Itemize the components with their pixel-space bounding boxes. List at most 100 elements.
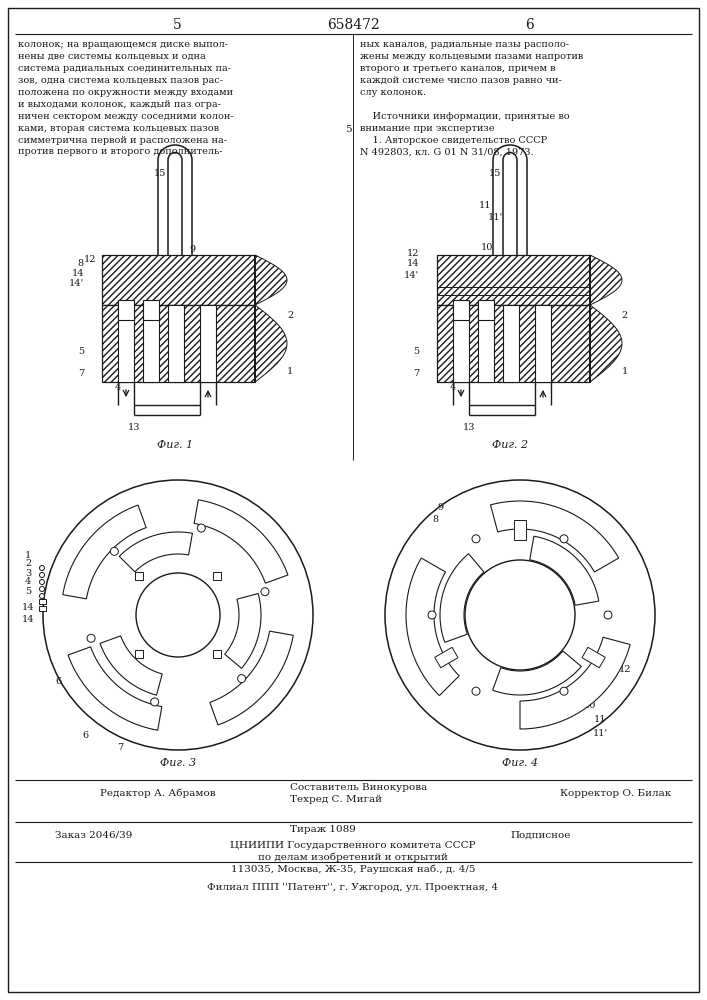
Polygon shape bbox=[590, 305, 622, 382]
Text: 14: 14 bbox=[22, 614, 34, 624]
Text: колонок; на вращающемся диске выпол-
нены две системы кольцевых и одна
система р: колонок; на вращающемся диске выпол- нен… bbox=[18, 40, 233, 156]
Polygon shape bbox=[100, 636, 162, 695]
Text: 14: 14 bbox=[407, 258, 419, 267]
Text: 9: 9 bbox=[189, 245, 195, 254]
Circle shape bbox=[110, 547, 118, 555]
Bar bbox=[135, 572, 143, 580]
Polygon shape bbox=[102, 305, 255, 382]
Text: 11: 11 bbox=[594, 716, 606, 724]
Text: Фиг. 1: Фиг. 1 bbox=[157, 440, 193, 450]
Circle shape bbox=[40, 566, 45, 570]
Text: 12: 12 bbox=[407, 248, 419, 257]
Polygon shape bbox=[225, 594, 261, 668]
Text: Составитель Винокурова: Составитель Винокурова bbox=[290, 782, 427, 792]
Text: по делам изобретений и открытий: по делам изобретений и открытий bbox=[258, 852, 448, 862]
Polygon shape bbox=[68, 647, 162, 730]
Text: 6: 6 bbox=[55, 678, 61, 686]
Text: 15: 15 bbox=[489, 168, 501, 178]
Polygon shape bbox=[255, 255, 287, 305]
Bar bbox=[478, 300, 494, 320]
Bar bbox=[535, 305, 551, 382]
Text: 14': 14' bbox=[404, 270, 419, 279]
Polygon shape bbox=[102, 255, 255, 305]
Circle shape bbox=[40, 593, 45, 598]
Polygon shape bbox=[437, 255, 590, 305]
Polygon shape bbox=[514, 520, 526, 540]
Text: 7: 7 bbox=[117, 742, 123, 752]
Text: 1: 1 bbox=[25, 550, 31, 560]
Text: Подписное: Подписное bbox=[510, 830, 571, 840]
Bar bbox=[478, 305, 494, 382]
Text: 8: 8 bbox=[432, 516, 438, 524]
Bar bbox=[213, 650, 221, 658]
Circle shape bbox=[40, 572, 45, 578]
Text: 3: 3 bbox=[462, 372, 468, 381]
Text: 3: 3 bbox=[127, 372, 133, 381]
Polygon shape bbox=[530, 536, 599, 605]
Text: 5: 5 bbox=[173, 18, 182, 32]
Circle shape bbox=[385, 480, 655, 750]
Text: 10: 10 bbox=[584, 700, 596, 710]
Circle shape bbox=[43, 480, 313, 750]
Bar bbox=[118, 300, 134, 320]
Bar bbox=[39, 606, 46, 611]
Circle shape bbox=[560, 687, 568, 695]
Text: Фиг. 3: Фиг. 3 bbox=[160, 758, 196, 768]
Text: 15: 15 bbox=[154, 168, 166, 178]
Text: 10: 10 bbox=[481, 242, 493, 251]
Bar bbox=[143, 300, 159, 320]
Text: 13: 13 bbox=[463, 422, 475, 432]
Text: 1: 1 bbox=[622, 367, 628, 376]
Text: 14: 14 bbox=[22, 603, 34, 612]
Text: 3: 3 bbox=[25, 568, 31, 578]
Text: Тираж 1089: Тираж 1089 bbox=[290, 826, 356, 834]
Text: 4: 4 bbox=[115, 382, 121, 391]
Text: 2: 2 bbox=[287, 310, 293, 320]
Polygon shape bbox=[194, 500, 288, 583]
Circle shape bbox=[428, 611, 436, 619]
Bar bbox=[503, 305, 519, 382]
Polygon shape bbox=[590, 255, 622, 305]
Text: 9: 9 bbox=[437, 502, 443, 512]
Text: 2: 2 bbox=[622, 310, 628, 320]
Text: 5: 5 bbox=[413, 348, 419, 357]
Bar bbox=[168, 305, 184, 382]
Circle shape bbox=[40, 586, 45, 591]
Polygon shape bbox=[582, 647, 605, 668]
Text: 7: 7 bbox=[78, 369, 84, 378]
Text: 14: 14 bbox=[71, 268, 84, 277]
Bar bbox=[143, 305, 159, 382]
Text: 11': 11' bbox=[487, 213, 503, 222]
Polygon shape bbox=[63, 505, 146, 599]
Text: Техред С. Мигай: Техред С. Мигай bbox=[290, 794, 382, 804]
Text: 13: 13 bbox=[128, 422, 140, 432]
Polygon shape bbox=[491, 501, 619, 572]
Polygon shape bbox=[255, 305, 287, 382]
Text: 8: 8 bbox=[78, 258, 84, 267]
Text: Фиг. 4: Фиг. 4 bbox=[502, 758, 538, 768]
Text: 14': 14' bbox=[69, 278, 84, 288]
Circle shape bbox=[238, 675, 245, 683]
Circle shape bbox=[136, 573, 220, 657]
Text: 5: 5 bbox=[345, 125, 351, 134]
Circle shape bbox=[197, 524, 205, 532]
Circle shape bbox=[151, 698, 158, 706]
Polygon shape bbox=[493, 651, 581, 695]
Circle shape bbox=[465, 560, 575, 670]
Polygon shape bbox=[406, 558, 459, 696]
Text: ных каналов, радиальные пазы располо-
жены между кольцевыми пазами напротив
втор: ных каналов, радиальные пазы располо- же… bbox=[360, 40, 583, 156]
Circle shape bbox=[604, 611, 612, 619]
Bar bbox=[39, 599, 46, 604]
Text: 113035, Москва, Ж-35, Раушская наб., д. 4/5: 113035, Москва, Ж-35, Раушская наб., д. … bbox=[230, 864, 475, 874]
Circle shape bbox=[87, 634, 95, 642]
Polygon shape bbox=[119, 532, 192, 572]
Text: Филиал ППП ''Патент'', г. Ужгород, ул. Проектная, 4: Филиал ППП ''Патент'', г. Ужгород, ул. П… bbox=[207, 884, 498, 892]
Text: 11': 11' bbox=[592, 728, 607, 738]
Polygon shape bbox=[210, 631, 293, 725]
Polygon shape bbox=[437, 305, 590, 382]
Polygon shape bbox=[440, 554, 484, 642]
Text: ЦНИИПИ Государственного комитета СССР: ЦНИИПИ Государственного комитета СССР bbox=[230, 840, 476, 850]
Text: Заказ 2046/39: Заказ 2046/39 bbox=[55, 830, 132, 840]
Text: 2: 2 bbox=[25, 560, 31, 568]
Bar bbox=[453, 305, 469, 382]
